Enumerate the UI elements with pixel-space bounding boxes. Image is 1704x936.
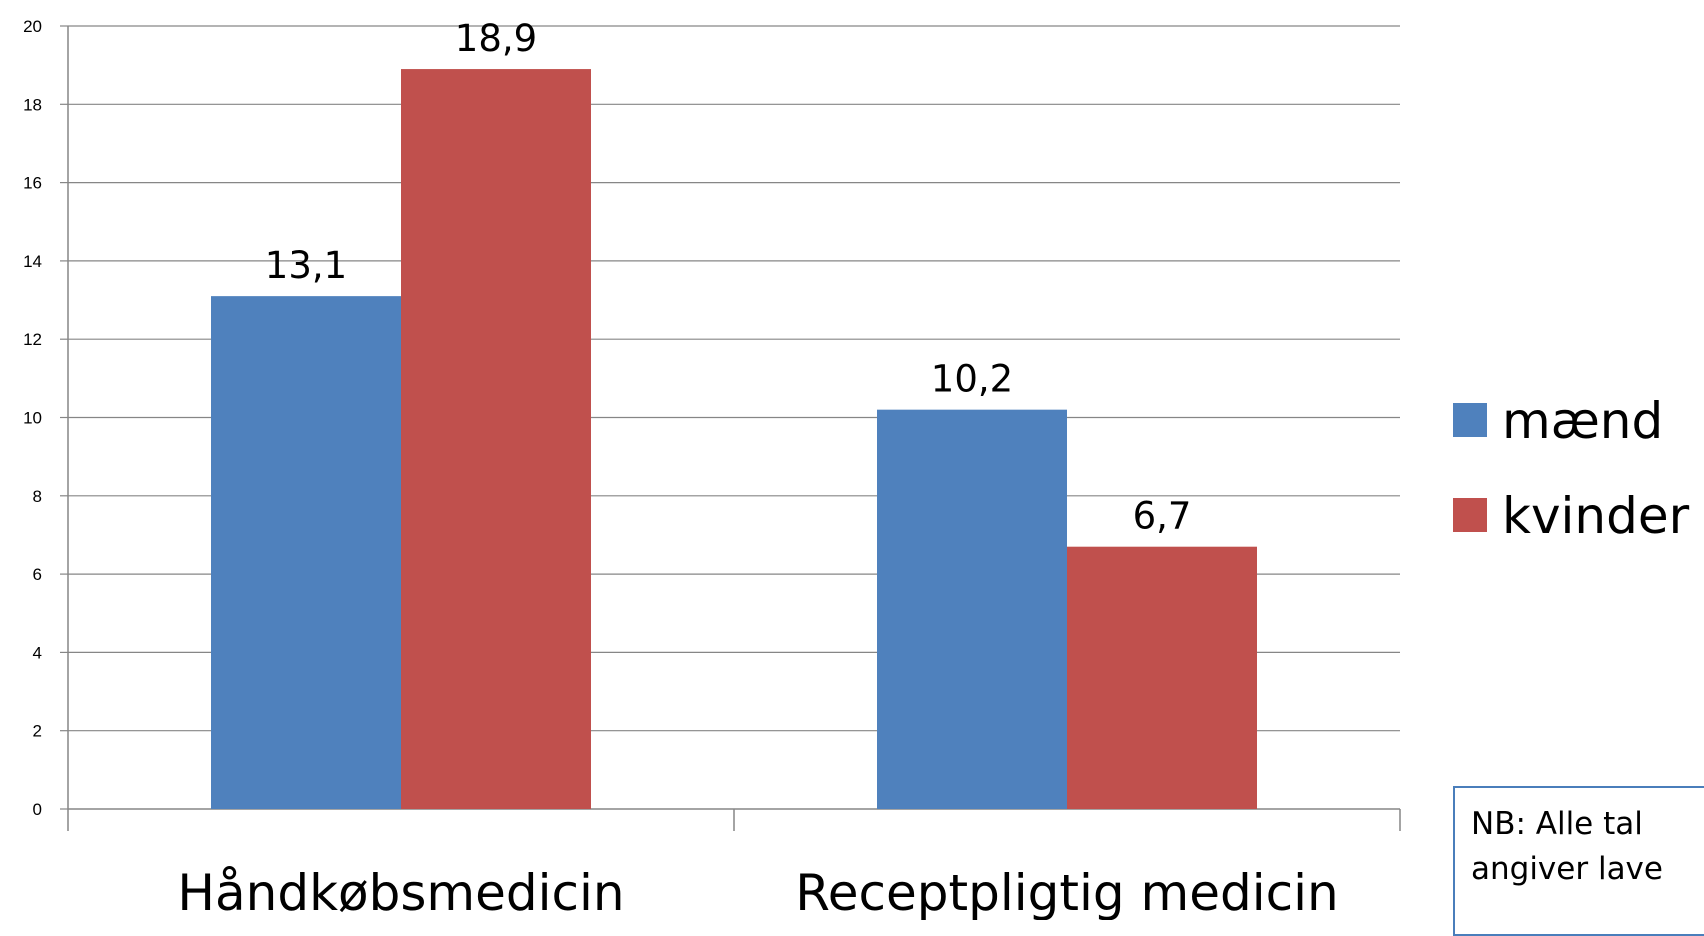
bar [1067, 546, 1257, 809]
y-tick-label: 0 [33, 800, 42, 819]
y-tick-label: 8 [33, 487, 42, 506]
x-category-label: Receptpligtig medicin [795, 864, 1338, 920]
y-tick-label: 12 [23, 330, 42, 349]
y-tick-label: 10 [23, 409, 42, 428]
y-tick-label: 14 [23, 252, 42, 271]
data-label: 6,7 [1133, 495, 1192, 538]
legend-swatch [1453, 403, 1487, 437]
y-tick-label: 4 [33, 643, 42, 662]
data-labels: 13,1 18,9 10,2 6,7 [265, 17, 1192, 538]
bar [211, 296, 401, 809]
legend-label: kvinder [1502, 487, 1690, 545]
note-box: NB: Alle tal angiver lave [1453, 786, 1704, 936]
bar [401, 69, 591, 809]
x-category-label: Håndkøbsmedicin [177, 864, 624, 920]
bar [877, 409, 1067, 809]
y-tick-label: 16 [23, 174, 42, 193]
legend: mænd kvinder [1453, 392, 1690, 545]
axes: 0 2 4 6 8 10 12 14 16 18 20 Håndkøbsmedicin Receptpl… [23, 17, 1401, 920]
data-label: 13,1 [265, 244, 347, 287]
y-tick-label: 6 [33, 565, 42, 584]
bars [211, 69, 1257, 809]
legend-swatch [1453, 498, 1487, 532]
data-label: 10,2 [931, 358, 1013, 401]
legend-label: mænd [1502, 392, 1663, 450]
y-tick-label: 2 [33, 722, 42, 741]
y-tick-label: 20 [23, 17, 42, 36]
y-tick-label: 18 [23, 95, 42, 114]
data-label: 18,9 [455, 17, 537, 60]
